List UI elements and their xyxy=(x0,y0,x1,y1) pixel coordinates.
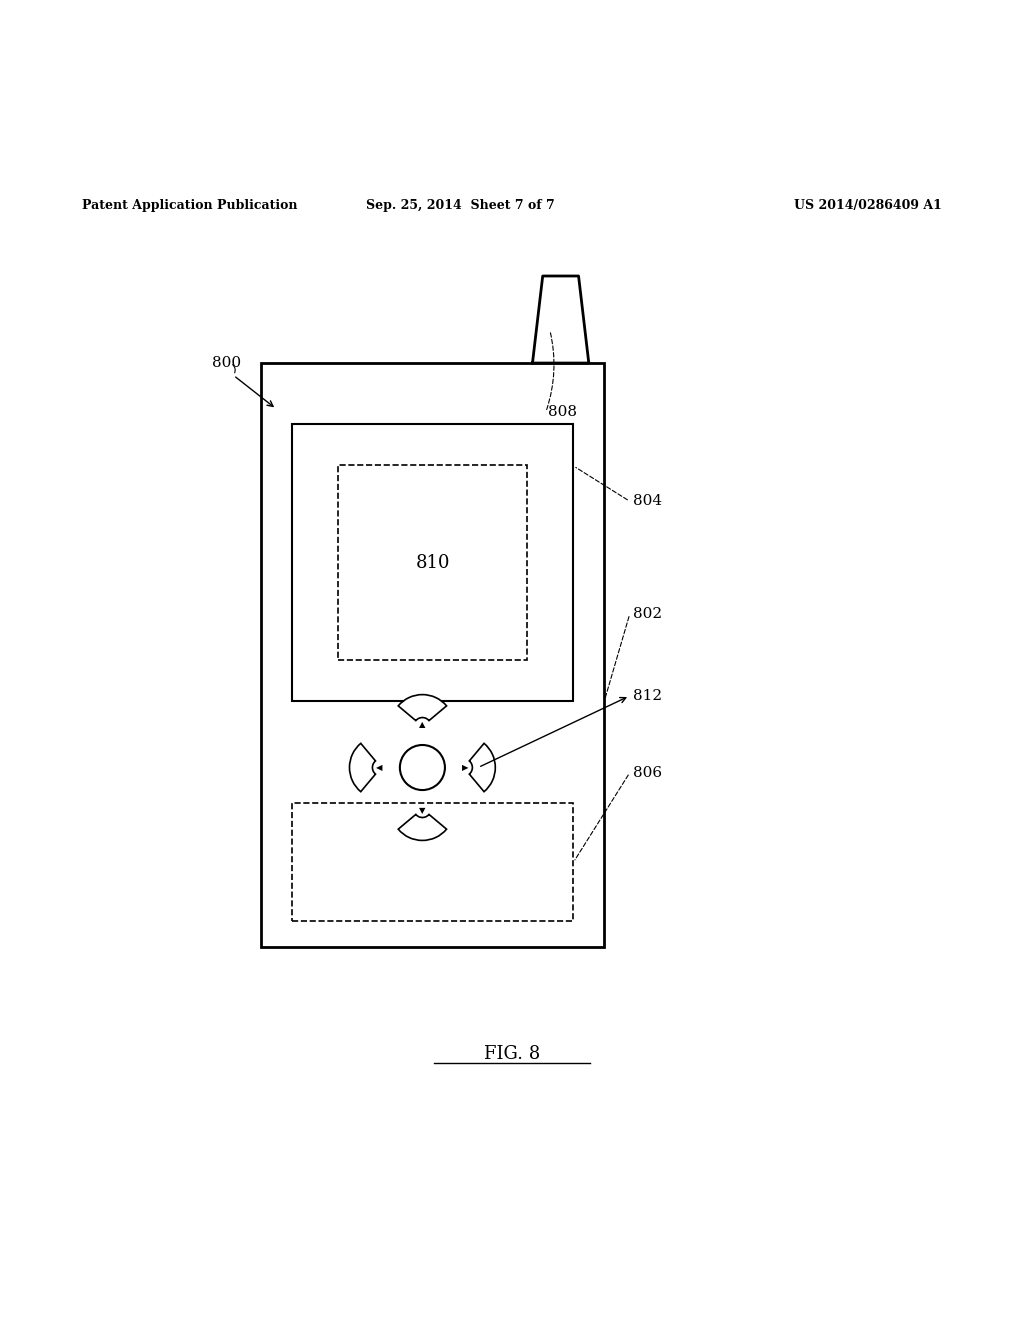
FancyBboxPatch shape xyxy=(338,466,527,660)
Text: Sep. 25, 2014  Sheet 7 of 7: Sep. 25, 2014 Sheet 7 of 7 xyxy=(367,199,555,211)
Polygon shape xyxy=(532,276,589,363)
Wedge shape xyxy=(398,814,446,841)
Text: ▲: ▲ xyxy=(419,721,426,729)
Text: 808: 808 xyxy=(548,405,577,420)
Text: US 2014/0286409 A1: US 2014/0286409 A1 xyxy=(795,199,942,211)
Wedge shape xyxy=(469,743,496,792)
Text: FIG. 8: FIG. 8 xyxy=(484,1045,540,1063)
FancyBboxPatch shape xyxy=(292,804,573,921)
Wedge shape xyxy=(398,694,446,721)
Circle shape xyxy=(399,744,444,791)
Text: 812: 812 xyxy=(633,689,662,702)
Text: ▼: ▼ xyxy=(419,805,426,814)
Text: 804: 804 xyxy=(633,494,662,508)
Text: 810: 810 xyxy=(416,553,450,572)
FancyBboxPatch shape xyxy=(292,425,573,701)
Text: 806: 806 xyxy=(633,766,662,780)
Text: 800: 800 xyxy=(212,356,241,370)
Text: ◀: ◀ xyxy=(377,763,383,772)
Wedge shape xyxy=(349,743,376,792)
FancyBboxPatch shape xyxy=(261,363,604,946)
Text: ▶: ▶ xyxy=(462,763,468,772)
Text: Patent Application Publication: Patent Application Publication xyxy=(82,199,297,211)
Text: 802: 802 xyxy=(633,607,662,620)
